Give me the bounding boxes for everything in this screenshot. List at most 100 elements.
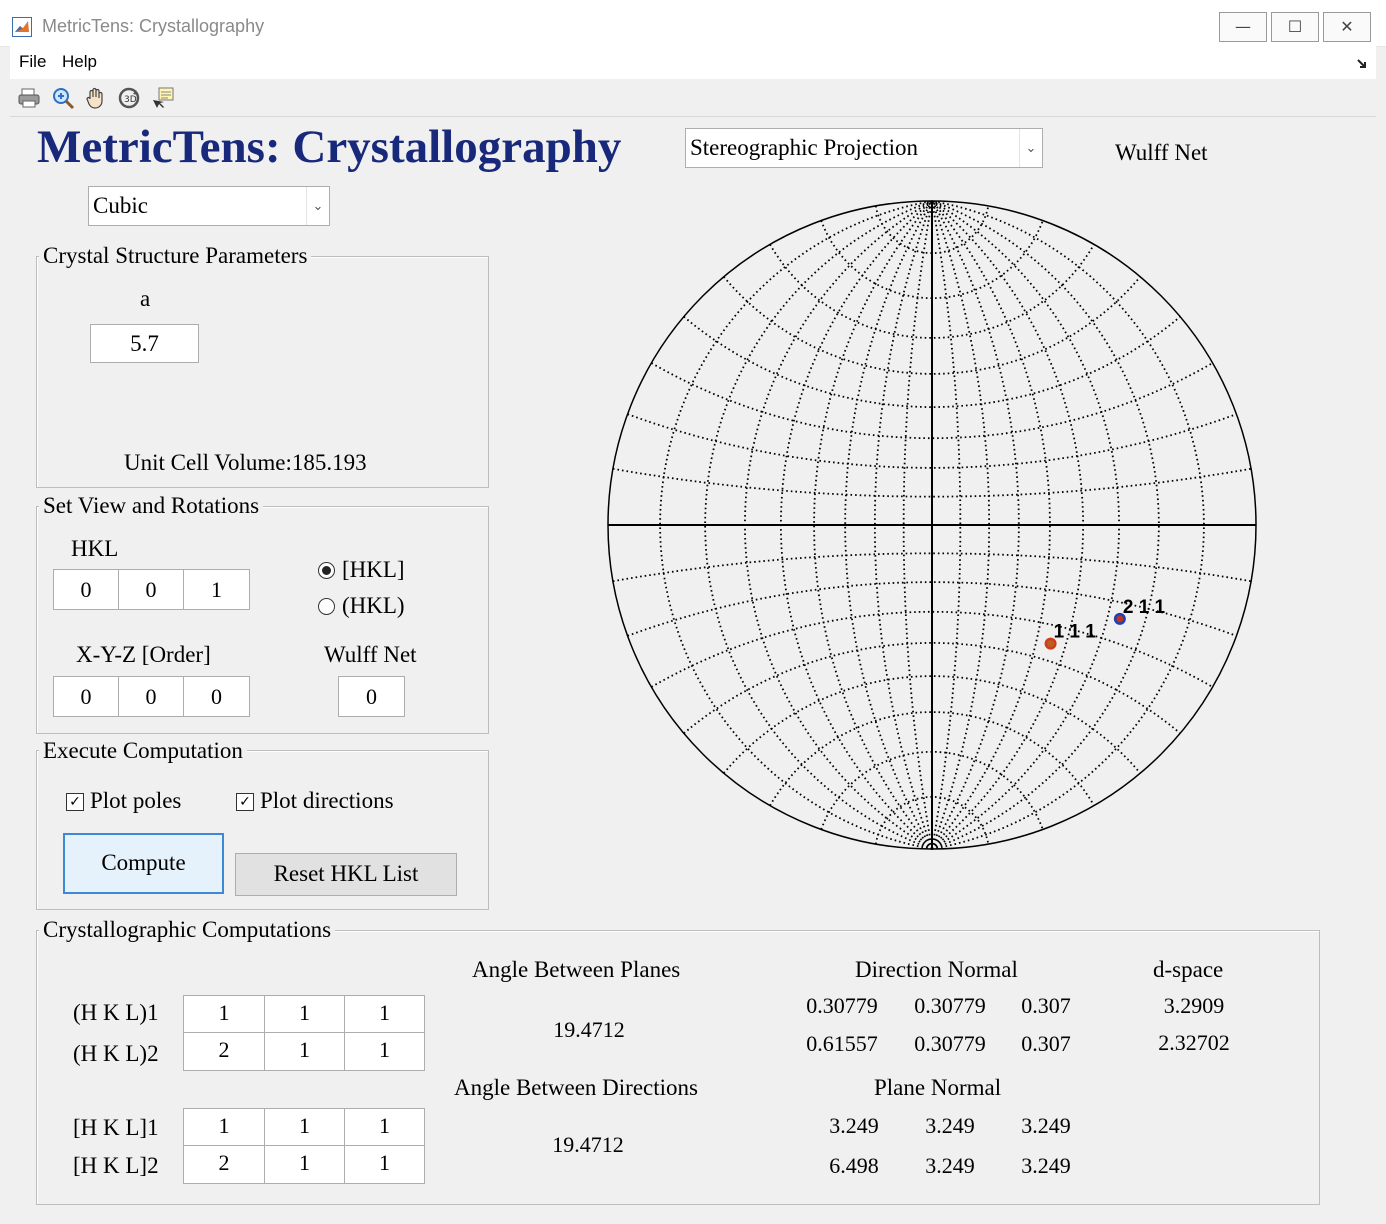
chevron-down-icon: ⌄ [306, 187, 329, 225]
plane-normal-value: 3.249 [1021, 1153, 1071, 1178]
menu-bar: File Help [10, 46, 1376, 79]
projection-value: Stereographic Projection [690, 135, 919, 160]
wulff-net-plot[interactable]: 1 1 1 2 1 1 [596, 192, 1268, 864]
window-title: MetricTens: Crystallography [42, 16, 265, 36]
toolbar: 3D [10, 80, 1376, 117]
maximize-icon: ☐ [1287, 17, 1303, 36]
point-label: 1 1 1 [1054, 622, 1097, 643]
crystal-system-value: Cubic [93, 193, 148, 218]
reset-hkl-button[interactable]: Reset HKL List [235, 853, 457, 896]
svg-text:3D: 3D [124, 95, 137, 105]
plane2-k[interactable]: 1 [264, 1032, 345, 1071]
plane-normal-value: 3.249 [1021, 1113, 1071, 1138]
point-label: 2 1 1 [1123, 597, 1166, 618]
marker-inner [1047, 640, 1055, 648]
plane1-label: (H K L)1 [73, 1000, 159, 1025]
parallel-line [612, 552, 1252, 583]
rotation-x-input[interactable]: 0 [53, 676, 119, 717]
view-h-input[interactable]: 0 [53, 569, 119, 610]
d-space-value: 3.2909 [1163, 993, 1225, 1018]
crystal-structure-title: Crystal Structure Parameters [39, 244, 312, 268]
print-icon[interactable] [16, 86, 42, 112]
direction2-k[interactable]: 1 [264, 1145, 345, 1184]
close-icon: ✕ [1340, 17, 1354, 36]
plane-normal-value: 6.498 [829, 1153, 879, 1178]
parallel-line [612, 467, 1252, 498]
execute-panel [36, 750, 489, 910]
minimize-button[interactable]: — [1219, 12, 1267, 42]
direction-radio[interactable] [318, 562, 335, 579]
direction-radio-label[interactable]: [HKL] [342, 557, 405, 582]
direction-normal-value: 0.307 [1021, 1031, 1071, 1056]
pole-marker[interactable]: 1 1 1 [1044, 622, 1097, 650]
direction-marker[interactable]: 2 1 1 [1113, 597, 1166, 625]
data-cursor-icon[interactable] [150, 86, 176, 112]
direction1-h[interactable]: 1 [183, 1108, 265, 1146]
parallel-line [650, 610, 1214, 688]
execute-title: Execute Computation [39, 739, 247, 763]
unit-cell-volume: Unit Cell Volume:185.193 [124, 450, 367, 475]
d-space-value: 2.32702 [1158, 1030, 1230, 1055]
view-k-input[interactable]: 0 [118, 569, 184, 610]
angle-planes-label: Angle Between Planes [472, 957, 681, 982]
compute-button[interactable]: Compute [63, 833, 224, 894]
plane-radio[interactable] [318, 598, 335, 615]
a-param-input[interactable]: 5.7 [90, 324, 199, 363]
app-heading: MetricTens: Crystallography [37, 121, 622, 173]
xyz-label: X-Y-Z [Order] [76, 642, 211, 667]
net-title: Wulff Net [1115, 140, 1208, 165]
rotation-y-input[interactable]: 0 [118, 676, 184, 717]
direction1-l[interactable]: 1 [344, 1108, 425, 1146]
chevron-down-icon: ⌄ [1019, 129, 1042, 167]
maximize-button[interactable]: ☐ [1271, 12, 1319, 42]
a-param-label: a [140, 286, 151, 311]
plane1-k[interactable]: 1 [264, 995, 345, 1033]
view-rotation-title: Set View and Rotations [39, 494, 264, 518]
direction2-h[interactable]: 2 [183, 1145, 265, 1184]
parallel-line [874, 205, 990, 254]
pan-icon[interactable] [83, 86, 109, 112]
meridian-line [931, 200, 1051, 850]
wulff-net-input[interactable]: 0 [338, 676, 405, 717]
plane-normal-value: 3.249 [829, 1113, 879, 1138]
direction2-l[interactable]: 1 [344, 1145, 425, 1184]
plane-radio-label[interactable]: (HKL) [342, 593, 405, 618]
angle-planes-value: 19.4712 [553, 1017, 625, 1042]
title-bar: MetricTens: Crystallography — ☐ ✕ [0, 0, 1386, 47]
a-param-value: 5.7 [130, 331, 159, 356]
direction-normal-value: 0.30779 [806, 993, 878, 1018]
primitive-circle [607, 200, 1257, 850]
plane2-l[interactable]: 1 [344, 1032, 425, 1071]
d-space-label: d-space [1153, 957, 1224, 982]
close-button[interactable]: ✕ [1323, 12, 1371, 42]
menu-help[interactable]: Help [62, 52, 97, 71]
plane-normal-value: 3.249 [925, 1113, 975, 1138]
plane1-l[interactable]: 1 [344, 995, 425, 1033]
direction-normal-value: 0.30779 [914, 1031, 986, 1056]
plane1-h[interactable]: 1 [183, 995, 265, 1033]
meridian-line [659, 200, 933, 850]
direction2-label: [H K L]2 [73, 1153, 159, 1178]
plane2-h[interactable]: 2 [183, 1032, 265, 1071]
menu-file[interactable]: File [19, 52, 47, 71]
angle-directions-label: Angle Between Directions [454, 1075, 698, 1100]
reset-hkl-button-label: Reset HKL List [273, 861, 419, 886]
crystal-system-select[interactable]: Cubic ⌄ [88, 186, 330, 226]
dock-arrow-icon[interactable] [1356, 55, 1368, 68]
view-l-input[interactable]: 1 [183, 569, 250, 610]
rotation-z-input[interactable]: 0 [183, 676, 250, 717]
parallel-line [650, 362, 1214, 440]
computations-panel [36, 930, 1320, 1205]
zoom-in-icon[interactable] [50, 86, 76, 112]
plot-poles-label[interactable]: Plot poles [90, 788, 182, 813]
wulff-net-label: Wulff Net [324, 642, 417, 667]
direction1-k[interactable]: 1 [264, 1108, 345, 1146]
plot-poles-checkbox[interactable]: ✓ [66, 793, 84, 811]
rotate-3d-icon[interactable]: 3D [116, 86, 142, 112]
plot-directions-label[interactable]: Plot directions [260, 788, 394, 813]
direction1-label: [H K L]1 [73, 1115, 159, 1140]
parallel-line [874, 796, 990, 845]
direction-normal-value: 0.307 [1021, 993, 1071, 1018]
plot-directions-checkbox[interactable]: ✓ [236, 793, 254, 811]
projection-select[interactable]: Stereographic Projection ⌄ [685, 128, 1043, 168]
